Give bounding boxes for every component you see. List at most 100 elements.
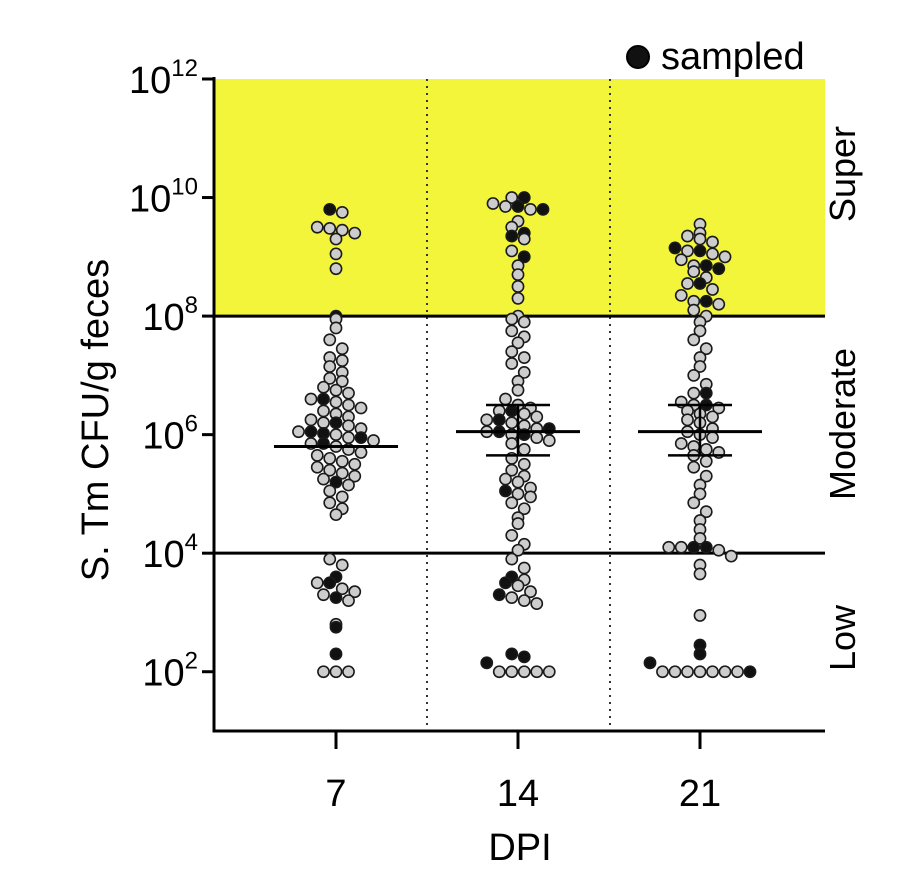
data-point (335, 582, 349, 596)
data-point (342, 478, 355, 492)
data-point (511, 291, 525, 305)
sampled-point (517, 191, 531, 204)
data-point (699, 454, 713, 468)
sampled-point (329, 647, 343, 661)
data-point (712, 543, 726, 557)
data-point (354, 401, 368, 415)
data-point (674, 540, 688, 554)
data-point (505, 312, 519, 326)
data-point (706, 235, 719, 249)
data-point (712, 297, 726, 311)
data-point (499, 392, 512, 406)
legend-label: sampled (661, 36, 805, 78)
zone-label-moderate: Moderate (822, 348, 863, 500)
data-point (505, 324, 519, 338)
data-point (329, 232, 343, 246)
data-point (505, 357, 519, 370)
data-point (329, 508, 343, 522)
data-point (517, 365, 531, 379)
data-point (342, 665, 355, 679)
data-point (348, 585, 362, 599)
data-point (687, 368, 701, 382)
sampled-point (693, 244, 707, 258)
data-point (342, 594, 355, 607)
data-point (354, 446, 368, 459)
sampled-point (323, 576, 337, 590)
data-point (530, 410, 544, 424)
data-point (329, 262, 343, 276)
x-tick-label: 7 (325, 773, 346, 815)
x-axis-title: DPI (488, 827, 551, 869)
data-point (323, 552, 337, 566)
x-tick-label: 14 (497, 773, 539, 815)
sampled-point (304, 425, 318, 439)
data-point (348, 457, 362, 471)
data-point (342, 419, 355, 433)
data-point (317, 404, 330, 418)
sampled-point (699, 294, 713, 308)
data-point (310, 576, 324, 590)
data-point (505, 437, 519, 450)
data-point (517, 232, 531, 246)
data-point (323, 221, 337, 235)
zone-label-low: Low (822, 604, 863, 671)
sampled-point (712, 262, 726, 276)
data-point (693, 487, 707, 501)
data-point (517, 351, 531, 364)
sampled-point (480, 656, 494, 670)
data-point (687, 386, 701, 400)
data-points (292, 191, 757, 679)
data-point (706, 431, 719, 444)
data-point (731, 665, 744, 679)
data-point (542, 665, 556, 679)
data-point (511, 336, 525, 350)
data-point (517, 561, 531, 575)
data-point (505, 416, 519, 430)
data-point (317, 665, 330, 679)
sampled-point (517, 250, 531, 264)
data-point (668, 665, 682, 679)
data-point (505, 345, 519, 359)
data-point (674, 253, 688, 267)
sampled-point (693, 647, 707, 661)
data-point (499, 200, 512, 213)
data-point (687, 460, 701, 474)
data-point (517, 594, 531, 607)
axes: 102 104 106 108 1010 1012 7 14 21 (129, 55, 825, 815)
sampled-point (699, 386, 713, 400)
data-point (511, 475, 525, 489)
y-tick-label: 1010 (129, 174, 198, 221)
data-point (662, 540, 676, 554)
data-point (505, 591, 519, 605)
data-point (499, 472, 512, 486)
data-point (505, 244, 519, 258)
data-point (706, 665, 719, 679)
data-point (693, 360, 707, 373)
data-point (317, 416, 330, 430)
data-point (335, 205, 349, 219)
sampled-point (743, 665, 757, 679)
data-point (687, 333, 701, 347)
sampled-point (536, 202, 550, 216)
sampled-point (505, 229, 519, 243)
data-point (335, 342, 349, 356)
sampled-point (699, 259, 713, 273)
data-point (687, 303, 701, 317)
data-point (511, 280, 525, 293)
data-point (530, 597, 544, 610)
data-point (693, 665, 707, 679)
sampled-point (693, 277, 707, 290)
y-tick-label: 106 (142, 411, 198, 458)
labels: DPI S. Tm CFU/g feces Super Moderate Low (75, 126, 863, 869)
sampled-point (699, 540, 713, 554)
data-point (687, 496, 701, 510)
sampled-point (329, 475, 343, 489)
data-point (511, 579, 525, 593)
data-point (699, 443, 713, 456)
y-tick-label: 1012 (129, 55, 198, 102)
data-point (724, 549, 738, 563)
data-point (511, 268, 525, 281)
data-point (310, 220, 324, 234)
legend-marker (626, 45, 650, 69)
